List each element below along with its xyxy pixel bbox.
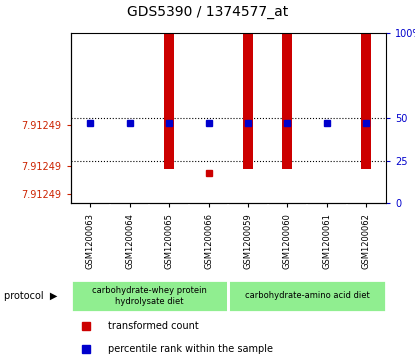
Text: GDS5390 / 1374577_at: GDS5390 / 1374577_at — [127, 5, 288, 20]
Text: protocol  ▶: protocol ▶ — [4, 291, 58, 301]
Text: GSM1200059: GSM1200059 — [244, 213, 252, 269]
Text: percentile rank within the sample: percentile rank within the sample — [108, 344, 273, 354]
Text: transformed count: transformed count — [108, 321, 199, 331]
Text: GSM1200060: GSM1200060 — [283, 213, 292, 269]
Text: carbohydrate-whey protein
hydrolysate diet: carbohydrate-whey protein hydrolysate di… — [92, 286, 207, 306]
Bar — [283, 33, 292, 169]
Bar — [71, 280, 228, 312]
Text: GSM1200065: GSM1200065 — [165, 213, 173, 269]
Text: GSM1200063: GSM1200063 — [86, 213, 95, 269]
Bar — [228, 280, 386, 312]
Text: carbohydrate-amino acid diet: carbohydrate-amino acid diet — [245, 291, 369, 300]
Text: GSM1200061: GSM1200061 — [322, 213, 331, 269]
Text: GSM1200066: GSM1200066 — [204, 213, 213, 269]
Bar — [243, 33, 253, 169]
Text: GSM1200062: GSM1200062 — [362, 213, 371, 269]
Bar — [361, 33, 371, 169]
Text: GSM1200064: GSM1200064 — [125, 213, 134, 269]
Bar — [164, 33, 174, 169]
